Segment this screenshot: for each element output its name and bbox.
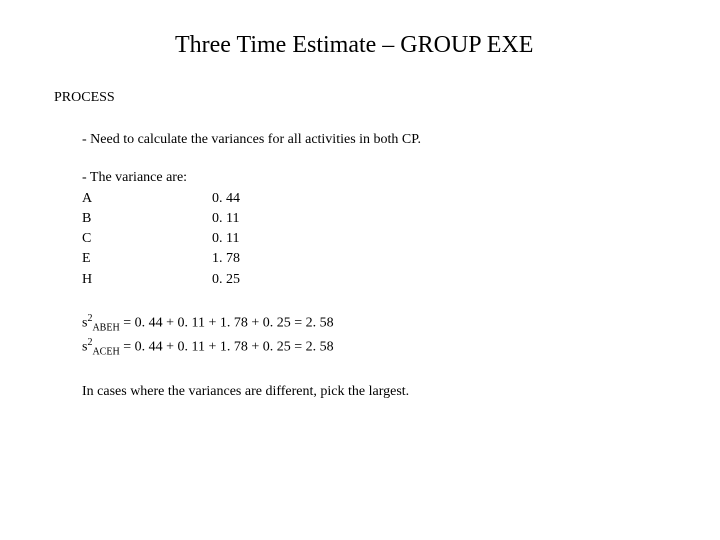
equation-1: s2ABEH = 0. 44 + 0. 11 + 1. 78 + 0. 25 =… [82,312,421,336]
variance-value: 0. 25 [212,270,240,290]
equations: s2ABEH = 0. 44 + 0. 11 + 1. 78 + 0. 25 =… [82,312,421,360]
eq-subscript: ABEH [92,323,119,334]
page-title: Three Time Estimate – GROUP EXE [175,32,533,59]
slide: Three Time Estimate – GROUP EXE PROCESS … [0,0,720,540]
variance-row: B 0. 11 [82,209,421,229]
equation-2: s2ACEH = 0. 44 + 0. 11 + 1. 78 + 0. 25 =… [82,336,421,360]
variance-value: 1. 78 [212,249,240,269]
variance-label: H [82,270,212,290]
variance-value: 0. 44 [212,189,240,209]
intro-line: - Need to calculate the variances for al… [82,130,421,150]
variance-label: C [82,229,212,249]
variance-value: 0. 11 [212,229,239,249]
eq-rhs: = 0. 44 + 0. 11 + 1. 78 + 0. 25 = 2. 58 [120,316,334,331]
eq-subscript: ACEH [92,346,119,357]
section-label: PROCESS [54,90,115,106]
variance-table: - The variance are: A 0. 44 B 0. 11 C 0.… [82,168,421,290]
eq-rhs: = 0. 44 + 0. 11 + 1. 78 + 0. 25 = 2. 58 [120,340,334,355]
body: - Need to calculate the variances for al… [82,130,421,402]
variance-row: C 0. 11 [82,229,421,249]
variance-row: H 0. 25 [82,270,421,290]
variance-value: 0. 11 [212,209,239,229]
variance-row: E 1. 78 [82,249,421,269]
variance-row: A 0. 44 [82,189,421,209]
variance-label: E [82,249,212,269]
closing-line: In cases where the variances are differe… [82,382,421,402]
variance-label: A [82,189,212,209]
variance-label: B [82,209,212,229]
variance-header: - The variance are: [82,168,421,188]
